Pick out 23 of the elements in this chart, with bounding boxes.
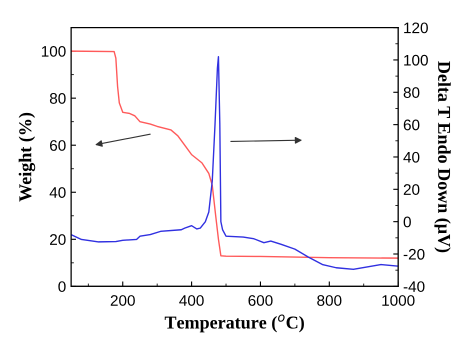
x-tick-label: 800: [317, 295, 342, 306]
y2-tick-label: 0: [404, 216, 411, 228]
x-tick-label: 1000: [382, 295, 415, 306]
y2-tick-label: 80: [404, 87, 420, 98]
y2-tick-label: 120: [404, 22, 428, 34]
y2-tick-label: -20: [404, 248, 425, 260]
y-axis-title: Weight (%): [18, 112, 36, 202]
x-tick-label: 600: [248, 295, 273, 306]
y-tick-label: 0: [58, 281, 66, 292]
y2-axis-title: Delta T Endo Down (μV): [434, 61, 451, 252]
x-tick-label: 400: [179, 295, 204, 306]
y2-tick-label: -40: [404, 281, 425, 292]
y2-tick-label: 100: [404, 54, 428, 66]
y-tick-label: 20: [50, 234, 66, 245]
y2-tick-label: 20: [404, 184, 420, 196]
y-tick-label: 60: [50, 140, 66, 151]
y-tick-label: 40: [50, 187, 66, 198]
y2-tick-label: 60: [404, 120, 420, 130]
x-tick-label: 200: [110, 295, 135, 306]
y2-tick-label: 40: [403, 152, 420, 163]
y-tick-label: 100: [42, 46, 66, 57]
x-axis-title: Temperature ($^{o}$C): [164, 314, 304, 332]
y-tick-label: 80: [50, 93, 66, 104]
